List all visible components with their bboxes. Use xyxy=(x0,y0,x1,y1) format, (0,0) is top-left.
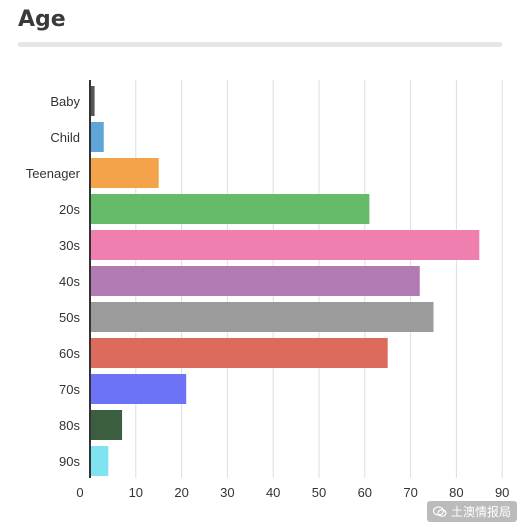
x-tick-label: 50 xyxy=(312,485,326,500)
bar-90s xyxy=(90,446,109,476)
x-tick-label: 10 xyxy=(129,485,143,500)
x-tick-label: 80 xyxy=(449,485,463,500)
bar-30s xyxy=(90,230,480,260)
category-label: Baby xyxy=(50,94,80,109)
category-label: 70s xyxy=(59,382,80,397)
bar-child xyxy=(90,122,104,152)
category-label: Teenager xyxy=(26,166,81,181)
category-label: 30s xyxy=(59,238,80,253)
x-tick-label: 30 xyxy=(220,485,234,500)
bar-70s xyxy=(90,374,187,404)
bar-baby xyxy=(90,86,95,116)
bar-80s xyxy=(90,410,123,440)
bar-50s xyxy=(90,302,434,332)
category-label: 50s xyxy=(59,310,80,325)
category-label: 80s xyxy=(59,418,80,433)
title-divider xyxy=(18,42,502,47)
category-label: 90s xyxy=(59,454,80,469)
watermark: 土澳情报局 xyxy=(426,501,517,522)
chart-header: Age xyxy=(18,6,502,47)
bar-teenager xyxy=(90,158,159,188)
bar-40s xyxy=(90,266,420,296)
x-tick-label: 40 xyxy=(266,485,280,500)
category-label: Child xyxy=(50,130,80,145)
category-label: 60s xyxy=(59,346,80,361)
x-tick-label: 0 xyxy=(76,485,83,500)
x-tick-label: 90 xyxy=(495,485,509,500)
chart-title: Age xyxy=(18,7,66,32)
x-tick-label: 70 xyxy=(403,485,417,500)
wechat-icon xyxy=(432,505,447,517)
watermark-text: 土澳情报局 xyxy=(450,505,511,519)
category-label: 40s xyxy=(59,274,80,289)
category-label: 20s xyxy=(59,202,80,217)
bar-20s xyxy=(90,194,370,224)
bar-60s xyxy=(90,338,388,368)
x-tick-label: 60 xyxy=(358,485,372,500)
x-tick-label: 20 xyxy=(174,485,188,500)
